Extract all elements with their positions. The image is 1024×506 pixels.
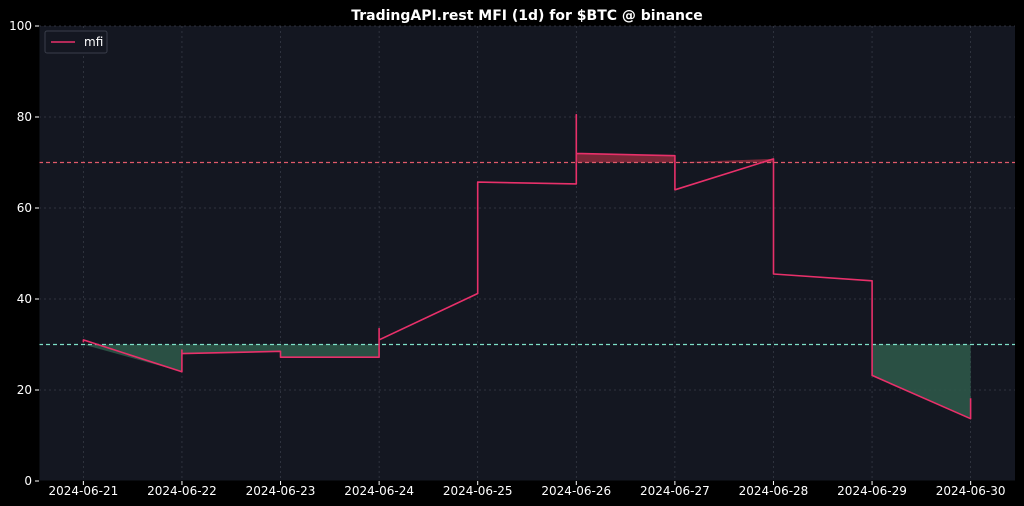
x-tick-label-4: 2024-06-25 bbox=[443, 484, 513, 498]
x-tick-label-9: 2024-06-30 bbox=[936, 484, 1006, 498]
oversold-fill-0 bbox=[83, 344, 971, 419]
mfi-series bbox=[82, 113, 972, 420]
x-tick-label-5: 2024-06-26 bbox=[541, 484, 611, 498]
x-tick-label-1: 2024-06-22 bbox=[147, 484, 217, 498]
x-tick-label-8: 2024-06-29 bbox=[837, 484, 907, 498]
legend: mfi bbox=[44, 30, 108, 54]
y-tick-label-5: 100 bbox=[9, 19, 32, 33]
overbought-fill-0 bbox=[83, 153, 971, 163]
legend-box bbox=[44, 30, 108, 54]
chart-title: TradingAPI.rest MFI (1d) for $BTC @ bina… bbox=[351, 8, 703, 24]
axes: 0 20 40 60 80 100 2024-06-21 2024-06-22 2024-06-… bbox=[9, 19, 1015, 498]
y-tick-label-1: 20 bbox=[17, 383, 32, 397]
y-tick-label-3: 60 bbox=[17, 201, 32, 215]
x-tick-label-6: 2024-06-27 bbox=[640, 484, 710, 498]
legend-label-mfi: mfi bbox=[84, 35, 103, 49]
mfi-line-segment-0 bbox=[82, 113, 972, 420]
y-tick-label-4: 80 bbox=[17, 110, 32, 124]
grid bbox=[39, 25, 1015, 482]
y-tick-label-0: 0 bbox=[24, 474, 32, 488]
threshold-lines bbox=[39, 161, 1015, 346]
x-tick-label-3: 2024-06-24 bbox=[344, 484, 414, 498]
x-tick-label-2: 2024-06-23 bbox=[246, 484, 316, 498]
plot-area bbox=[39, 26, 1015, 481]
y-tick-label-2: 40 bbox=[17, 292, 32, 306]
threshold-fills bbox=[83, 153, 971, 419]
x-tick-label-7: 2024-06-28 bbox=[739, 484, 809, 498]
x-tick-label-0: 2024-06-21 bbox=[48, 484, 118, 498]
